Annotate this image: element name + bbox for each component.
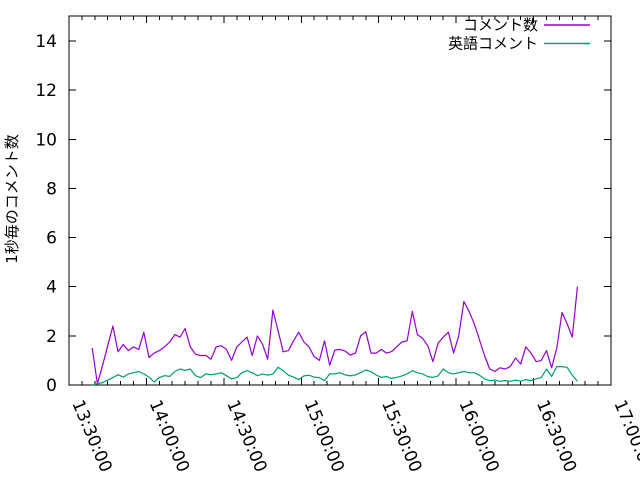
y-axis-title: 1秒毎のコメント数: [3, 134, 21, 264]
plot-border: [68, 15, 612, 386]
x-tick-label: 13:30:00: [67, 397, 115, 475]
series-line-english-comments: [92, 366, 578, 386]
series-line-comment-count: [91, 286, 578, 385]
axis-ticks: [68, 16, 612, 386]
x-tick-label: 16:00:00: [455, 397, 503, 475]
x-tick-label: 14:30:00: [222, 397, 270, 475]
y-tick-label: 6: [46, 229, 57, 249]
x-tick-label: 16:30:00: [532, 397, 580, 475]
x-tick-label: 17:00:00: [609, 397, 640, 475]
y-tick-label: 12: [35, 81, 57, 101]
x-tick-label: 14:00:00: [145, 397, 193, 475]
y-tick-label: 10: [35, 130, 57, 150]
x-tick-label: 15:00:00: [300, 397, 348, 475]
y-tick-label: 4: [46, 278, 57, 298]
legend-label-comment-count: コメント数: [463, 16, 538, 34]
plot-area: 0 2 4 6 8 10 12 14 13:30:00 14:00:00 14:30:00 15:00…: [35, 15, 640, 475]
x-tick-label: 15:30:00: [377, 397, 425, 475]
y-tick-label: 0: [46, 376, 57, 396]
y-tick-label: 14: [35, 32, 57, 52]
y-tick-label: 8: [46, 179, 57, 199]
legend-label-english-comments: 英語コメント: [448, 35, 538, 53]
y-tick-label: 2: [46, 327, 57, 347]
